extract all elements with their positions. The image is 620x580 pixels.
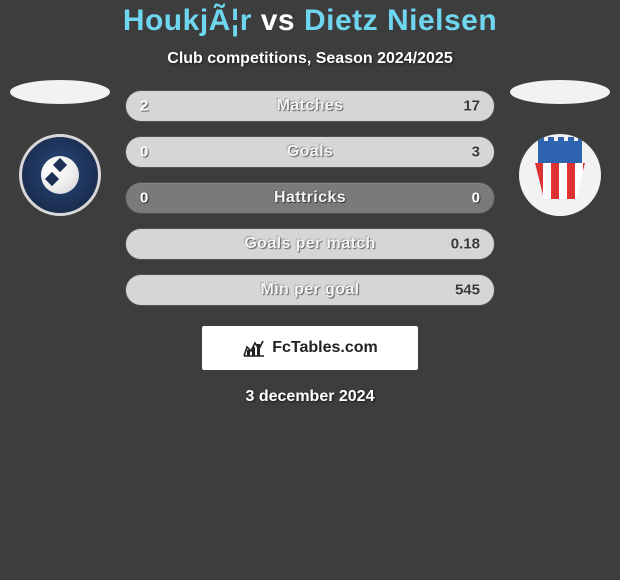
stat-row: 0 3 Goals: [125, 136, 495, 168]
brand-text: FcTables.com: [272, 339, 378, 357]
stat-label: Goals: [287, 143, 333, 161]
stat-row: 0 0 Hattricks: [125, 182, 495, 214]
comparison-infographic: HoukjÃ¦r vs Dietz Nielsen Club competiti…: [0, 0, 620, 440]
stat-value-left: 0: [140, 190, 148, 207]
soccer-ball-icon: [41, 156, 79, 194]
date-text: 3 december 2024: [0, 388, 620, 406]
brand-watermark: FcTables.com: [202, 326, 418, 370]
subtitle: Club competitions, Season 2024/2025: [0, 50, 620, 68]
title-vs: vs: [261, 4, 295, 37]
crest-shield-icon: [529, 139, 591, 211]
player-badge-left: [10, 80, 110, 290]
stat-value-right: 3: [472, 144, 480, 161]
title-player-left: HoukjÃ¦r: [123, 4, 252, 37]
stats-list: 2 17 Matches 0 3 Goals 0 0 Hattricks 0.18 Goals pe…: [125, 90, 495, 306]
stat-row: 545 Min per goal: [125, 274, 495, 306]
title-player-right: Dietz Nielsen: [304, 4, 497, 37]
avatar-placeholder-right: [510, 80, 610, 104]
stat-value-right: 0.18: [451, 236, 480, 253]
stat-label: Min per goal: [260, 281, 359, 299]
stat-value-left: 2: [140, 98, 148, 115]
stat-label: Matches: [277, 97, 344, 115]
bar-chart-icon: [242, 338, 266, 358]
avatar-placeholder-left: [10, 80, 110, 104]
stat-row: 2 17 Matches: [125, 90, 495, 122]
stat-value-right: 17: [463, 98, 480, 115]
club-crest-right: [519, 134, 601, 216]
stat-label: Hattricks: [274, 189, 346, 207]
stat-label: Goals per match: [244, 235, 375, 253]
content-area: 2 17 Matches 0 3 Goals 0 0 Hattricks 0.18 Goals pe…: [0, 90, 620, 406]
club-crest-left: [19, 134, 101, 216]
stat-value-right: 545: [455, 282, 480, 299]
stat-value-left: 0: [140, 144, 148, 161]
stat-row: 0.18 Goals per match: [125, 228, 495, 260]
stat-value-right: 0: [472, 190, 480, 207]
page-title: HoukjÃ¦r vs Dietz Nielsen: [0, 4, 620, 38]
player-badge-right: [510, 80, 610, 290]
